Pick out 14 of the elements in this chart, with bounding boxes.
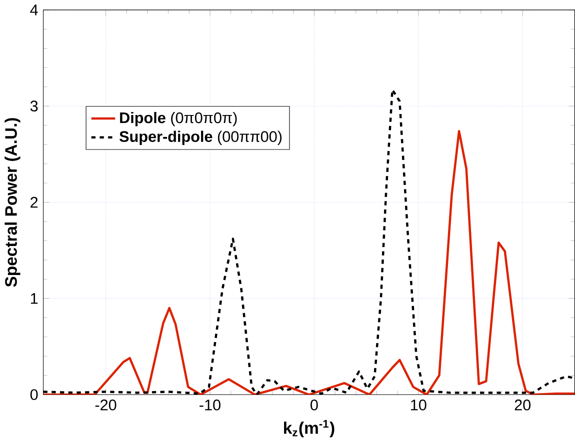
y-tick-label: 2 (30, 197, 38, 208)
x-axis-title: k$_{z}$(m$^{-1}$) (284, 420, 334, 438)
y-axis-title: Spectral Power (A.U.) (4, 118, 20, 287)
y-tick-label: 1 (30, 293, 38, 304)
legend-label: Dipole (0π0π0π) (120, 112, 237, 126)
y-tick-label: 3 (30, 100, 38, 112)
x-tick-label: 10 (411, 400, 426, 410)
y-tick-label: 4 (30, 4, 38, 16)
x-tick-label: 0 (310, 400, 318, 410)
y-tick-label: 0 (30, 389, 38, 400)
x-tick-label: -10 (200, 400, 220, 410)
x-tick-label: -20 (95, 400, 116, 410)
legend-label: Super-dipole (00ππ00) (119, 130, 282, 146)
x-tick-label: 20 (514, 400, 531, 410)
